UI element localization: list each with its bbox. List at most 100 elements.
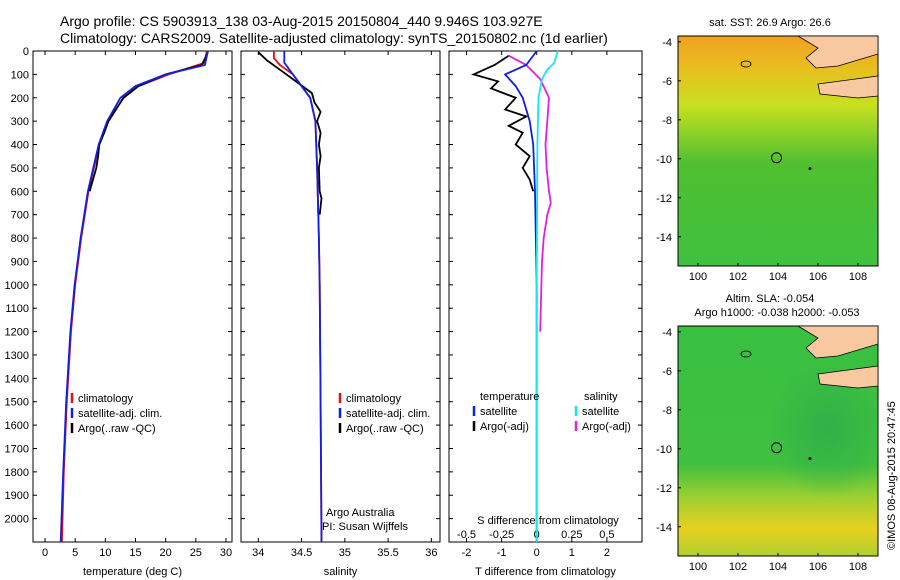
temperature-ytick-label: 900	[11, 256, 29, 268]
sla_map-ytick-label: -4	[662, 327, 672, 339]
temperature-ytick-label: 500	[11, 163, 29, 175]
temperature-xlabel: temperature (deg C)	[83, 566, 182, 578]
sla_map-land-sumatra	[796, 325, 879, 359]
temperature-xtick-label: 20	[160, 547, 172, 559]
sst_map-land-java	[817, 75, 879, 99]
salinity-xtick-label: 34.5	[291, 547, 312, 559]
temperature-ytick-label: 1300	[5, 350, 29, 362]
temperature-ytick-label: 1800	[5, 467, 29, 479]
sst_map-profile-marker	[771, 152, 783, 164]
sla-map: 100 102 104 106 108 -4 -6 -8 -10 -12 -14	[656, 325, 879, 573]
diff-stick-label: 0.25	[561, 529, 582, 541]
temperature-xtick-label: 15	[129, 547, 141, 559]
sla_map-ytick-label: -6	[662, 366, 672, 378]
sst_map-ytick-label: -14	[656, 232, 672, 244]
sla_map-ytick-label: -12	[656, 483, 672, 495]
diff-stick-label: 0.5	[599, 529, 614, 541]
sst_map-christmas-island	[808, 167, 812, 171]
temperature-ytick-label: 2000	[5, 514, 29, 526]
difference-xlabel: T difference from climatology	[475, 566, 616, 578]
sst_map-xtick-label: 102	[729, 271, 747, 283]
salinity-panel: 34 34.5 35 35.5 36 salinity climatology satelli…	[240, 50, 441, 578]
sla_map-xtick-label: 100	[689, 561, 707, 573]
sst_map-ytick-label: -6	[662, 76, 672, 88]
sla_map-land-java	[817, 365, 879, 389]
sla_map-profile-marker	[771, 442, 783, 454]
sla_map-xtick-label: 106	[809, 561, 827, 573]
sla-map-anomaly	[678, 326, 878, 556]
temperature-xtick-label: 5	[72, 547, 78, 559]
temperature-ytick-label: 600	[11, 186, 29, 198]
legend-label: satellite	[480, 406, 517, 418]
header-line1: Argo profile: CS 5903913_138 03-Aug-2015…	[60, 13, 543, 29]
temperature-xtick-label: 25	[190, 547, 202, 559]
legend-label: satellite	[582, 406, 619, 418]
sst_map-ytick-label: -8	[662, 115, 672, 127]
sst_map-ytick-label: -4	[662, 37, 672, 49]
difference-panel: -2 -1 0 1 2 T difference from climatology -0.5…	[448, 50, 643, 578]
temperature-ytick-label: 1400	[5, 373, 29, 385]
temperature-ytick-label: 400	[11, 140, 29, 152]
temperature-ytick-label: 100	[11, 69, 29, 81]
diff-t-argo-line	[470, 54, 535, 192]
sst_map-ytick-label: -12	[656, 193, 672, 205]
salinity-plot-frame	[240, 50, 441, 543]
temp-sat-line	[59, 50, 209, 543]
difference-xtick-label: 2	[604, 547, 610, 559]
sst_map-ytick-label: -10	[656, 154, 672, 166]
legend-label: climatology	[346, 393, 402, 405]
diff-s-xlabel: S difference from climatology	[477, 515, 619, 527]
diff-stick-label: -0.25	[489, 529, 514, 541]
salinity-xtick-label: 35	[339, 547, 351, 559]
sla-map-title: Altim. SLA: -0.054	[726, 293, 815, 305]
temperature-xtick-label: 10	[99, 547, 111, 559]
sst_map-xtick-label: 108	[849, 271, 867, 283]
temperature-ytick-label: 1600	[5, 420, 29, 432]
sst_map-island	[740, 60, 752, 68]
salinity-xlabel: salinity	[324, 566, 358, 578]
sal-sat-line	[283, 51, 323, 543]
temperature-ytick-label: 1000	[5, 280, 29, 292]
diff-stick-label: -0.5	[457, 529, 476, 541]
sst_map-xtick-label: 104	[769, 271, 787, 283]
difference-xtick-label: -1	[497, 547, 507, 559]
difference-xtick-label: 1	[569, 547, 575, 559]
legend-label: climatology	[78, 393, 134, 405]
difference-xtick-label: 0	[534, 547, 540, 559]
diff-s-sat-line	[535, 50, 559, 542]
temperature-plot-frame	[32, 50, 233, 543]
sst_map-field	[677, 35, 879, 267]
difference-plot-frame	[448, 50, 643, 543]
sal-argo-line	[257, 51, 323, 215]
temperature-ytick-label: 300	[11, 116, 29, 128]
sla_map-ytick-label: -14	[656, 522, 672, 534]
legend-label: satellite-adj. clim.	[346, 408, 430, 420]
salinity-xtick-label: 35.5	[377, 547, 398, 559]
legend-label: Argo(..raw -QC)	[78, 423, 156, 435]
temperature-ytick-label: 1200	[5, 327, 29, 339]
temperature-ytick-label: 200	[11, 93, 29, 105]
legend-label: Argo(-adj)	[582, 421, 631, 433]
diff-legend-header-t: temperature	[480, 391, 539, 403]
sal-annotation-line1: Argo Australia	[326, 507, 395, 519]
sla_map-ytick-label: -10	[656, 444, 672, 456]
legend-label: Argo(-adj)	[480, 421, 529, 433]
temperature-ytick-label: 800	[11, 233, 29, 245]
salinity-xtick-label: 34	[252, 547, 264, 559]
header-line2: Climatology: CARS2009. Satellite-adjuste…	[60, 30, 608, 46]
temperature-xtick-label: 0	[42, 547, 48, 559]
sla_map-xtick-label: 104	[769, 561, 787, 573]
legend-label: satellite-adj. clim.	[78, 408, 162, 420]
temperature-ytick-label: 1700	[5, 443, 29, 455]
temperature-panel: 0100200300400500600700800900100011001200…	[5, 46, 233, 578]
sla_map-christmas-island	[808, 457, 812, 461]
sst_map-xtick-label: 106	[809, 271, 827, 283]
salinity-xtick-label: 36	[425, 547, 437, 559]
temperature-ytick-label: 700	[11, 210, 29, 222]
sla_map-xtick-label: 108	[849, 561, 867, 573]
difference-xtick-label: -2	[462, 547, 472, 559]
sst-map: 100 102 104 106 108 -4 -6 -8 -10 -12 -14	[656, 35, 879, 283]
sla-map-subtitle: Argo h1000: -0.038 h2000: -0.053	[694, 307, 859, 319]
sla_map-xtick-label: 102	[729, 561, 747, 573]
